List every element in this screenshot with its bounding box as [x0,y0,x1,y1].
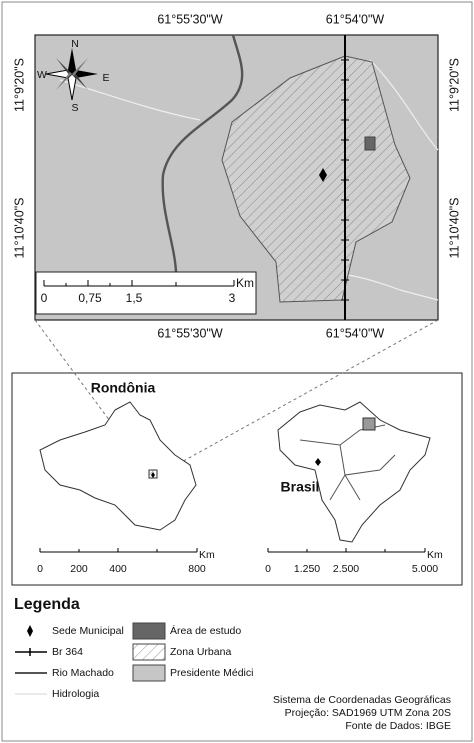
main-map: N S W E Km 0 0,75 1,5 3 61°55'30"W 61°54… [12,12,461,340]
sede-municipal [319,168,327,182]
scale-label: 2.500 [333,563,359,575]
coord-label: 61°54'0"W [326,12,385,26]
main-scale: Km 0 0,75 1,5 3 [35,271,257,315]
compass-n: N [71,38,79,50]
study-area [364,136,376,151]
rondonia-shape [39,401,197,531]
inset-title: Rondônia [91,380,156,396]
scale-label: 0 [41,291,48,305]
road-ticks [341,59,349,301]
scale-label: 3 [229,291,236,305]
legend-label: Presidente Médici [170,667,253,679]
legend: Legenda Sede Municipal Br 364 Rio Machad… [14,596,253,700]
coord-label: 61°55'30"W [157,326,223,340]
coord-label: 61°55'30"W [157,12,223,26]
compass-e: E [102,72,109,84]
coord-label: 11°9'20"S [12,58,26,112]
footer: Sistema de Coordenadas Geográficas Proje… [273,694,451,732]
compass-rose: N S W E [37,38,109,114]
brasil-shape [277,401,431,543]
footer-line: Sistema de Coordenadas Geográficas [273,694,451,706]
brasil-scale: Km 0 1.250 2.500 5.000 [265,548,443,575]
coord-label: 11°10'40"S [12,198,26,259]
scale-label: 0 [265,563,271,575]
legend-label: Hidrologia [52,688,99,700]
scale-unit: Km [427,549,443,561]
scale-label: 200 [70,563,88,575]
inset-panel: Rondônia Brasil Km 0 200 400 800 Km 0 1.… [11,319,463,586]
scale-label: 5.000 [412,563,438,575]
compass-s: S [71,102,78,114]
inset-title: Brasil [281,479,320,495]
scale-unit: Km [236,276,254,290]
legend-label: Zona Urbana [170,646,231,658]
scale-label: 1.250 [294,563,320,575]
rio-machado [161,34,244,283]
footer-line: Fonte de Dados: IBGE [345,720,451,732]
coord-label: 11°9'20"S [447,58,461,112]
coord-label: 61°54'0"W [326,326,385,340]
scale-label: 1,5 [126,291,143,305]
legend-label: Br 364 [52,646,83,658]
legend-title: Legenda [14,596,80,613]
legend-label: Sede Municipal [52,625,124,637]
scale-label: 0,75 [78,291,102,305]
footer-line: Projeção: SAD1969 UTM Zona 20S [285,707,451,719]
scale-label: 800 [188,563,206,575]
scale-label: 0 [37,563,43,575]
urban-zone [221,55,411,303]
scale-label: 400 [109,563,127,575]
compass-w: W [37,69,47,81]
coord-label: 11°10'40"S [447,198,461,259]
legend-label: Área de estudo [170,624,241,637]
rondonia-scale: Km 0 200 400 800 [37,548,215,575]
scale-unit: Km [199,549,215,561]
legend-label: Rio Machado [52,667,114,679]
